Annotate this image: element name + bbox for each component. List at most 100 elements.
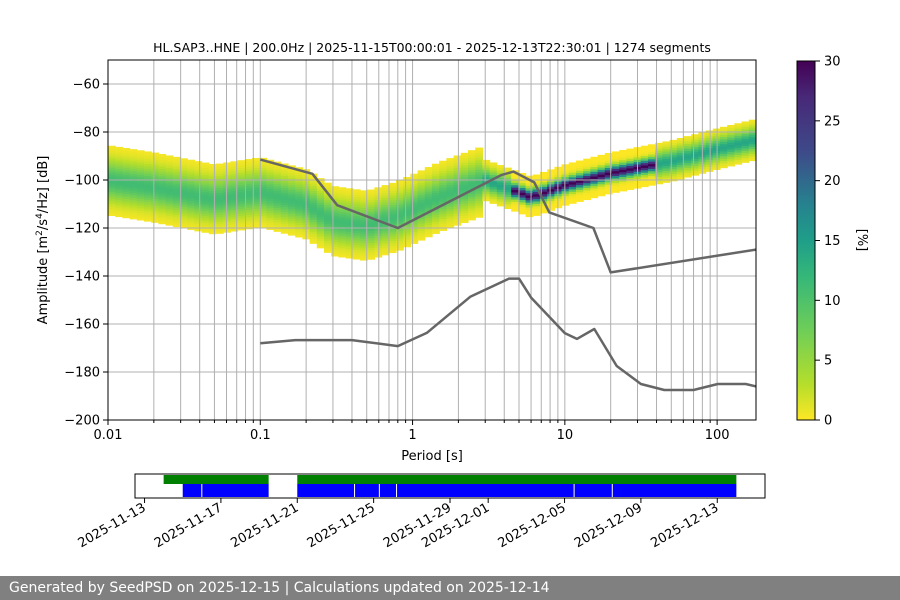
density-cell xyxy=(496,191,505,195)
density-cell xyxy=(360,192,368,196)
density-cell xyxy=(576,162,584,166)
density-cell xyxy=(144,194,152,198)
density-cell xyxy=(345,248,354,252)
density-cell xyxy=(129,199,138,203)
density-cell xyxy=(727,125,735,129)
density-cell xyxy=(568,181,577,185)
density-cell xyxy=(619,162,627,166)
density-cell xyxy=(669,175,678,179)
density-cell xyxy=(158,209,167,213)
density-cell xyxy=(273,183,282,187)
density-cell xyxy=(734,135,743,139)
density-cell xyxy=(158,163,167,167)
density-cell xyxy=(475,212,483,216)
density-cell xyxy=(655,145,663,149)
timeline-date-label: 2025-11-17 xyxy=(152,500,225,551)
timeline-date-label: 2025-12-09 xyxy=(572,500,645,551)
density-cell xyxy=(280,206,289,210)
density-cell xyxy=(691,153,699,157)
density-cell xyxy=(626,179,635,183)
density-cell xyxy=(352,256,361,260)
density-cell xyxy=(648,161,656,165)
density-cell xyxy=(648,175,656,179)
density-cell xyxy=(417,203,426,207)
density-cell xyxy=(590,190,599,194)
density-cell xyxy=(129,173,138,177)
density-cell xyxy=(151,154,159,158)
density-cell xyxy=(504,203,512,207)
density-cell xyxy=(720,150,728,154)
density-cell xyxy=(360,211,368,215)
density-cell xyxy=(612,175,620,179)
density-cell xyxy=(108,200,116,204)
density-cell xyxy=(511,189,519,193)
density-cell xyxy=(446,184,455,188)
density-cell xyxy=(122,150,131,154)
density-cell xyxy=(460,203,469,207)
density-cell xyxy=(424,195,433,199)
density-cell xyxy=(547,188,555,192)
density-cell xyxy=(367,199,375,203)
density-cell xyxy=(432,168,440,172)
density-cell xyxy=(331,229,339,233)
density-cell xyxy=(216,223,224,227)
density-cell xyxy=(252,217,260,221)
density-cell xyxy=(252,160,260,164)
density-cell xyxy=(316,233,325,237)
density-cell xyxy=(518,199,527,203)
density-cell xyxy=(266,169,275,173)
density-cell xyxy=(288,230,296,234)
density-cell xyxy=(403,225,411,229)
density-cell xyxy=(482,193,491,197)
density-cell xyxy=(180,203,188,207)
density-cell xyxy=(604,162,613,166)
density-cell xyxy=(158,202,167,206)
density-cell xyxy=(460,160,469,164)
density-cell xyxy=(122,167,131,171)
density-cell xyxy=(201,203,210,207)
density-cell xyxy=(136,162,145,166)
density-cell xyxy=(604,157,613,161)
density-cell xyxy=(244,171,253,175)
density-cell xyxy=(108,148,116,152)
density-cell xyxy=(532,198,541,202)
density-cell xyxy=(338,228,347,232)
density-cell xyxy=(525,199,534,203)
density-cell xyxy=(475,202,483,206)
density-cell xyxy=(151,157,159,161)
density-cell xyxy=(208,175,217,179)
density-cell xyxy=(360,233,368,237)
density-cell xyxy=(410,197,419,201)
density-cell xyxy=(122,152,131,156)
density-cell xyxy=(108,181,116,185)
density-cell xyxy=(309,224,318,228)
density-cell xyxy=(410,202,419,206)
density-cell xyxy=(266,188,275,192)
density-cell xyxy=(201,179,210,183)
density-cell xyxy=(482,164,491,168)
density-cell xyxy=(583,168,591,172)
density-cell xyxy=(403,205,411,209)
density-cell xyxy=(439,163,447,167)
density-cell xyxy=(381,237,390,241)
density-cell xyxy=(417,230,426,234)
density-cell xyxy=(676,166,685,170)
density-cell xyxy=(316,230,325,234)
density-cell xyxy=(525,175,534,179)
density-cell xyxy=(129,187,138,191)
density-cell xyxy=(525,180,534,184)
density-cell xyxy=(252,165,260,169)
density-cell xyxy=(626,177,635,181)
density-cell xyxy=(388,202,397,206)
density-cell xyxy=(540,186,548,190)
density-cell xyxy=(172,185,181,189)
density-cell xyxy=(547,176,555,180)
density-cell xyxy=(597,193,606,197)
density-cell xyxy=(367,230,375,234)
density-cell xyxy=(201,164,210,168)
density-cell xyxy=(741,155,750,159)
density-cell xyxy=(504,196,512,200)
density-cell xyxy=(345,219,354,223)
density-cell xyxy=(345,255,354,259)
